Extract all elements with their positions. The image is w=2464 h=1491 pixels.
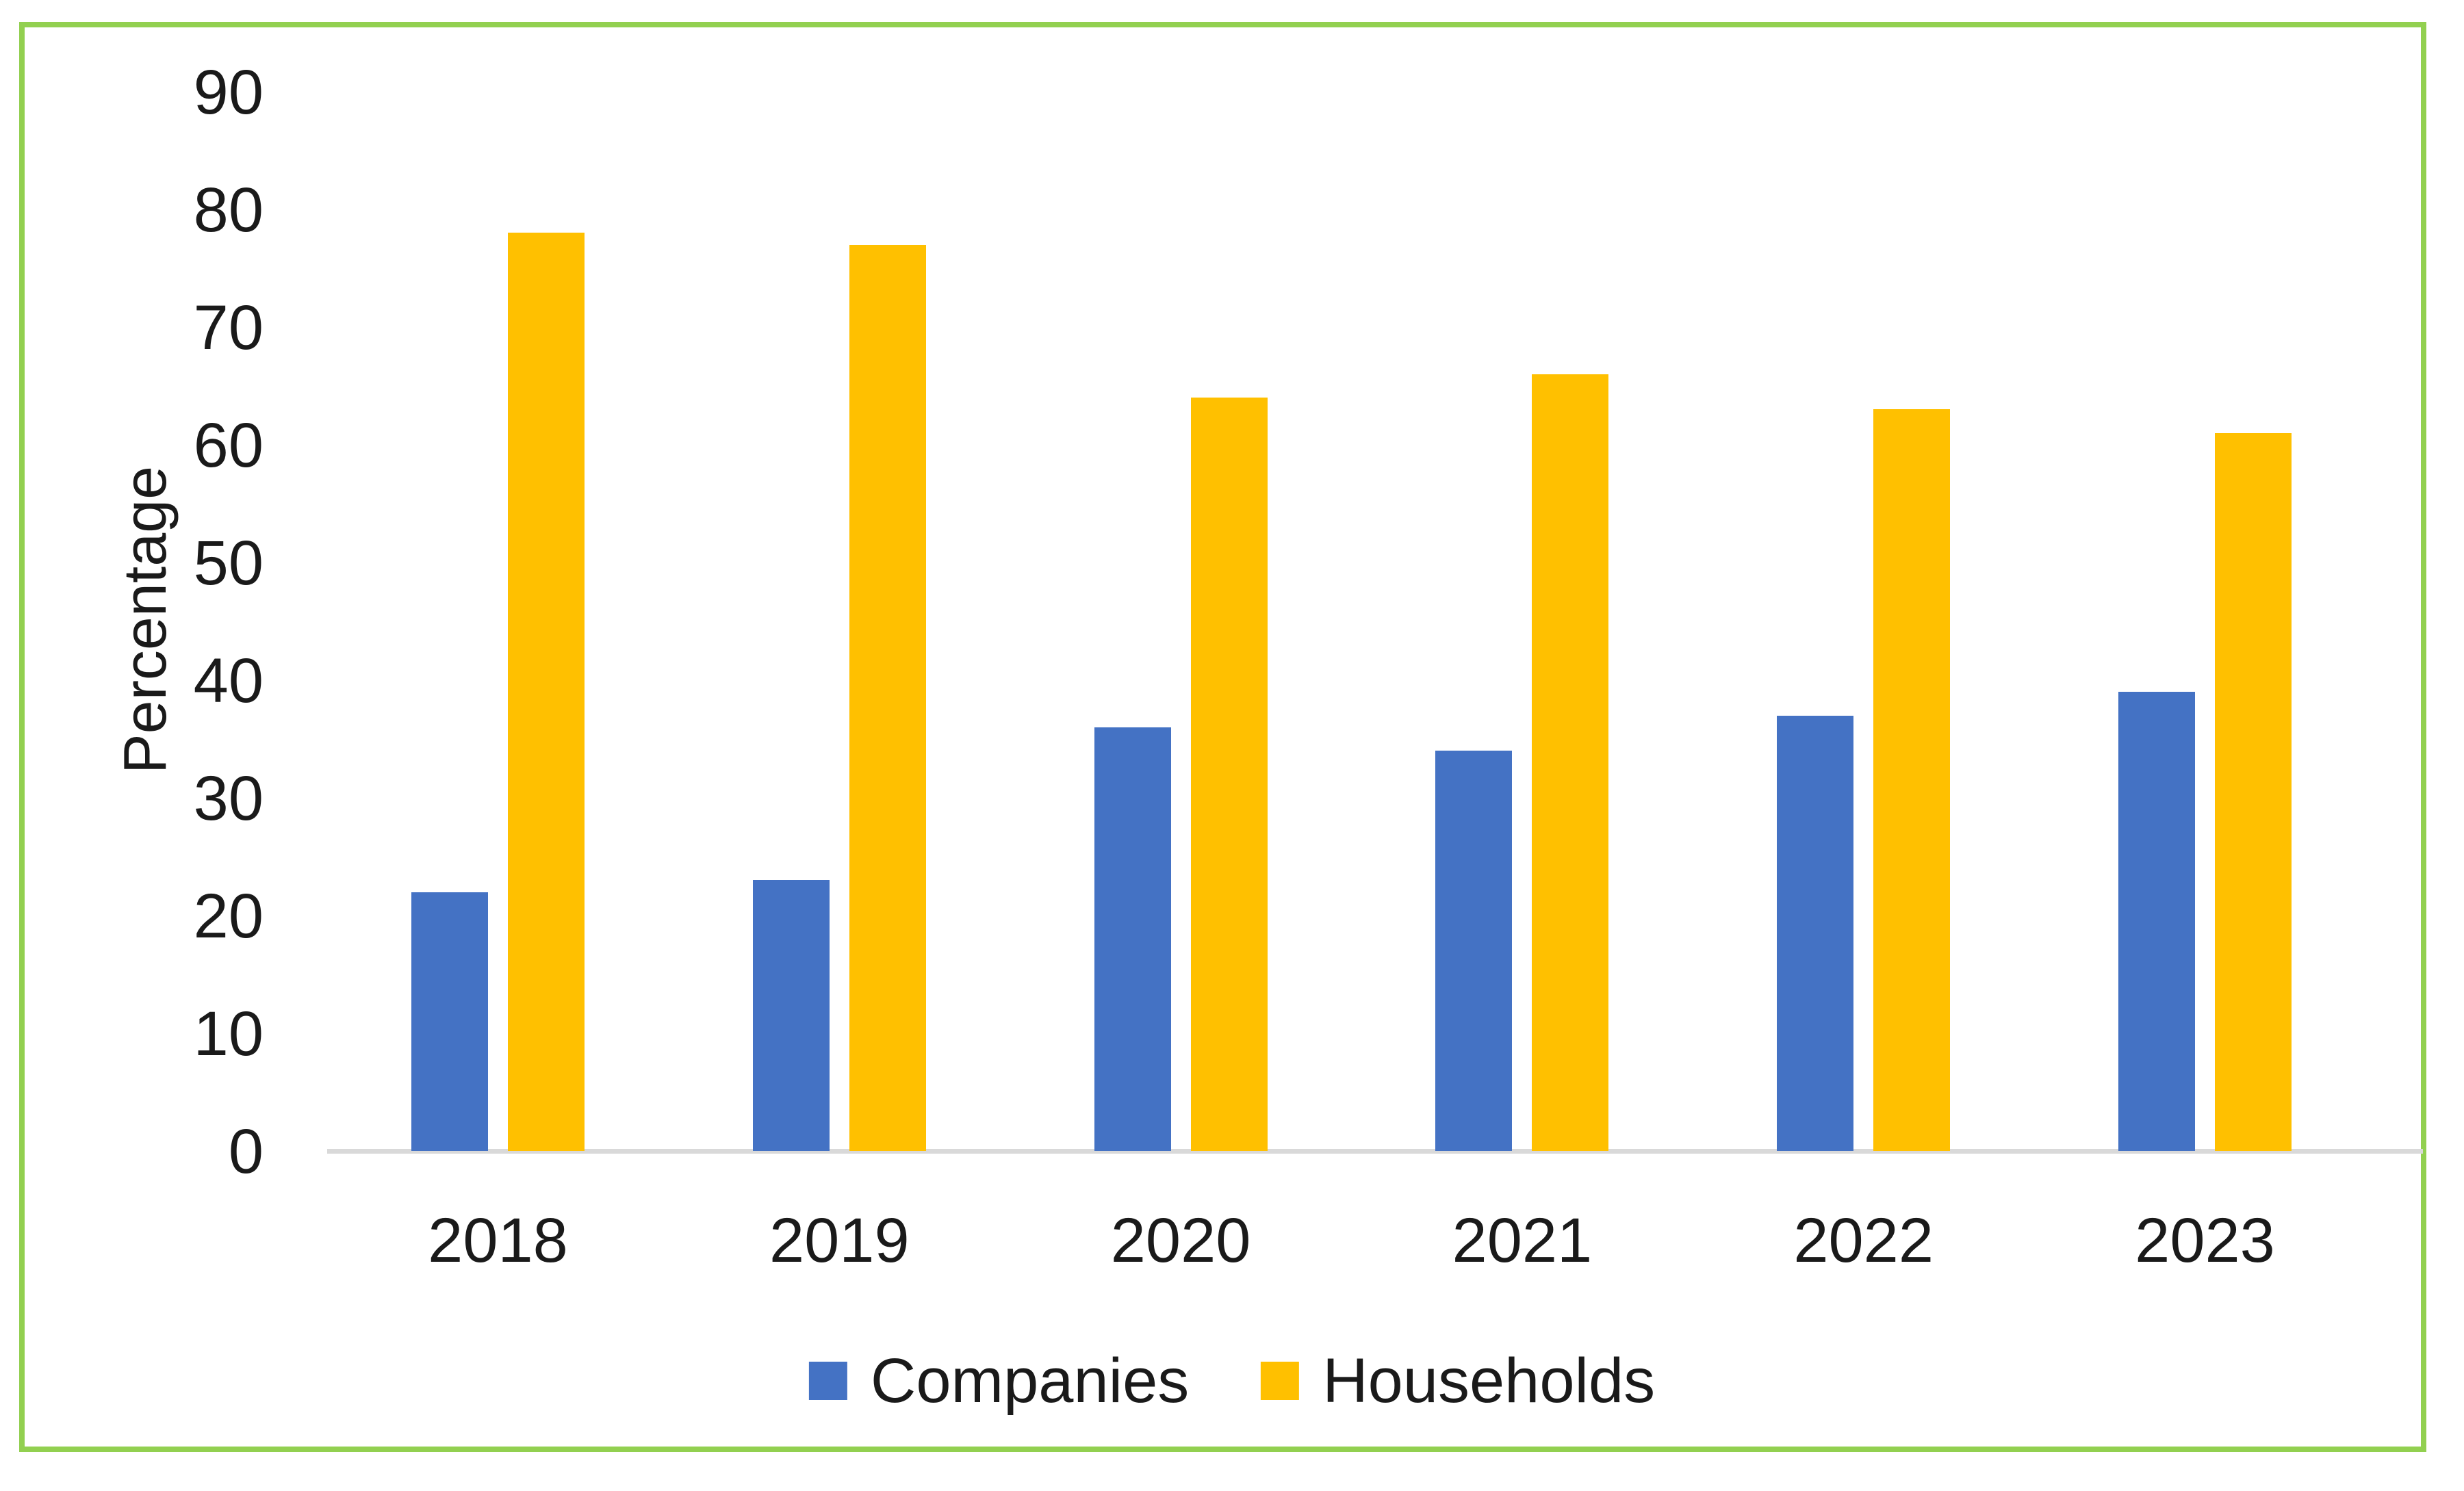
legend-item-households: Households bbox=[1261, 1340, 1655, 1422]
bar-households-2020 bbox=[1190, 398, 1268, 1151]
legend: Companies Households bbox=[808, 1340, 1655, 1422]
x-tick-label-2019: 2019 bbox=[769, 1206, 910, 1275]
x-tick-label-2023: 2023 bbox=[2135, 1206, 2275, 1275]
y-tick-label-90: 90 bbox=[193, 57, 264, 127]
y-tick-label-70: 70 bbox=[193, 293, 264, 363]
x-tick-label-2021: 2021 bbox=[1452, 1206, 1593, 1275]
bar-companies-2018 bbox=[411, 892, 488, 1151]
bar-households-2021 bbox=[1532, 374, 1609, 1151]
legend-swatch-households bbox=[1261, 1362, 1300, 1400]
legend-item-companies: Companies bbox=[808, 1340, 1190, 1422]
legend-label-households: Households bbox=[1322, 1346, 1656, 1416]
y-tick-label-20: 20 bbox=[193, 881, 264, 951]
x-tick-label-2022: 2022 bbox=[1793, 1206, 1934, 1275]
legend-label-companies: Companies bbox=[870, 1346, 1190, 1416]
bar-households-2022 bbox=[1873, 409, 1951, 1151]
bar-companies-2023 bbox=[2118, 692, 2195, 1151]
y-axis-title: Percentage bbox=[111, 465, 179, 775]
x-axis-line bbox=[327, 1149, 2423, 1154]
y-tick-label-30: 30 bbox=[193, 764, 264, 833]
x-tick-label-2020: 2020 bbox=[1110, 1206, 1251, 1275]
x-tick-label-2018: 2018 bbox=[428, 1206, 568, 1275]
bar-companies-2021 bbox=[1435, 751, 1513, 1151]
legend-swatch-companies bbox=[808, 1362, 847, 1400]
bar-companies-2020 bbox=[1094, 727, 1171, 1151]
y-tick-label-0: 0 bbox=[228, 1117, 264, 1187]
bar-companies-2019 bbox=[752, 880, 830, 1151]
y-tick-label-50: 50 bbox=[193, 528, 264, 598]
bar-companies-2022 bbox=[1777, 715, 1854, 1151]
chart-frame-border bbox=[19, 22, 2426, 1452]
y-tick-label-60: 60 bbox=[193, 411, 264, 480]
bar-households-2019 bbox=[849, 244, 926, 1151]
y-tick-label-80: 80 bbox=[193, 175, 264, 245]
bar-households-2018 bbox=[508, 233, 585, 1151]
y-tick-label-10: 10 bbox=[193, 999, 264, 1069]
bar-households-2023 bbox=[2215, 432, 2292, 1151]
y-tick-label-40: 40 bbox=[193, 646, 264, 716]
